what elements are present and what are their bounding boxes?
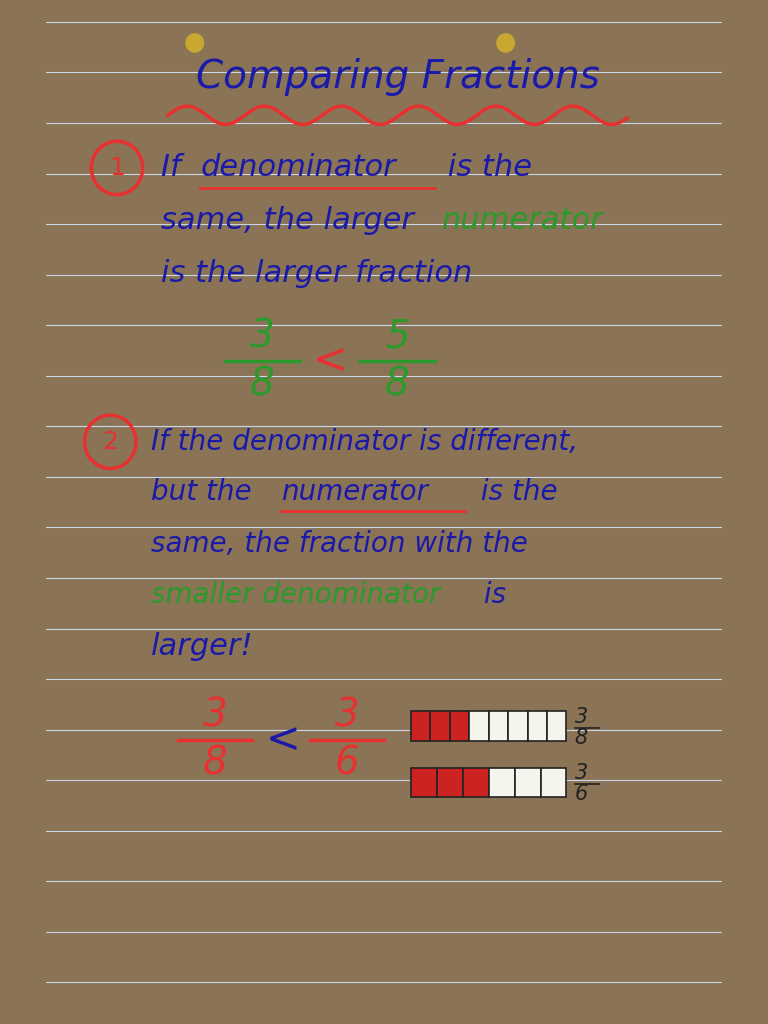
Text: Comparing Fractions: Comparing Fractions <box>196 57 600 95</box>
Text: 5: 5 <box>385 317 410 355</box>
Bar <box>515 768 541 797</box>
Text: but the: but the <box>151 478 260 506</box>
Text: 3: 3 <box>574 763 588 783</box>
Text: 6: 6 <box>334 744 359 782</box>
Text: same, the fraction with the: same, the fraction with the <box>151 529 528 558</box>
Text: 3: 3 <box>334 696 359 734</box>
Bar <box>488 768 515 797</box>
Bar <box>547 712 567 741</box>
Text: 3: 3 <box>574 707 588 727</box>
Text: denominator: denominator <box>200 154 396 182</box>
Bar <box>508 712 528 741</box>
Text: 1: 1 <box>109 156 125 180</box>
Bar <box>469 712 488 741</box>
Circle shape <box>497 34 515 52</box>
Text: 2: 2 <box>102 430 118 454</box>
Text: 6: 6 <box>574 784 588 804</box>
Bar <box>437 768 463 797</box>
Text: If the denominator is different,: If the denominator is different, <box>151 428 578 456</box>
Bar <box>528 712 547 741</box>
Text: <: < <box>313 340 347 382</box>
Text: is the larger fraction: is the larger fraction <box>161 259 472 288</box>
Bar <box>488 712 508 741</box>
Text: <: < <box>265 719 300 761</box>
Text: numerator: numerator <box>442 206 603 236</box>
Text: 8: 8 <box>250 366 275 403</box>
Text: is the: is the <box>438 154 532 182</box>
Bar <box>450 712 469 741</box>
Text: same, the larger: same, the larger <box>161 206 424 236</box>
Text: 3: 3 <box>250 317 275 355</box>
Text: 8: 8 <box>203 744 227 782</box>
Text: 8: 8 <box>385 366 410 403</box>
Text: 3: 3 <box>203 696 227 734</box>
Bar <box>411 712 430 741</box>
Text: smaller denominator: smaller denominator <box>151 581 440 609</box>
Bar <box>411 768 437 797</box>
Text: If: If <box>161 154 190 182</box>
Text: is the: is the <box>472 478 558 506</box>
Bar <box>541 768 567 797</box>
Text: 8: 8 <box>574 728 588 749</box>
Text: numerator: numerator <box>281 478 429 506</box>
Text: is: is <box>475 581 506 609</box>
Text: larger!: larger! <box>151 632 253 662</box>
Circle shape <box>186 34 204 52</box>
Bar <box>463 768 488 797</box>
Bar <box>430 712 450 741</box>
